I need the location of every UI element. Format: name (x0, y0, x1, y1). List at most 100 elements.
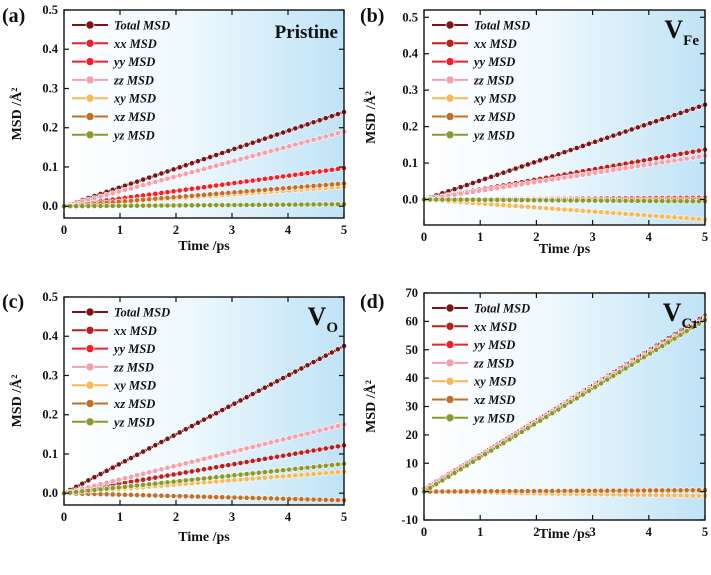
data-point (158, 473, 165, 480)
data-point (573, 172, 580, 179)
data-point (683, 155, 690, 162)
data-point (195, 457, 201, 464)
data-point (201, 156, 207, 163)
data-point (628, 126, 635, 133)
data-point (292, 368, 299, 375)
data-point (268, 439, 274, 446)
data-point (439, 477, 446, 484)
data-point (134, 477, 140, 484)
legend-marker (445, 395, 455, 404)
y-tick-label: 0.4 (402, 47, 418, 61)
data-point (286, 172, 293, 179)
data-point (79, 480, 86, 487)
data-point (482, 451, 488, 458)
data-point (97, 491, 104, 498)
data-point (695, 492, 702, 499)
data-point (225, 148, 232, 154)
legend: Total MSD xx MSD yy MSD zz MSD xy MSD xz MSD y… (432, 302, 530, 425)
data-point (261, 469, 268, 476)
data-point (524, 180, 531, 187)
data-point (335, 423, 341, 429)
legend-label: yz MSD (112, 128, 155, 142)
data-point (543, 488, 550, 494)
data-point (671, 198, 678, 205)
data-point (115, 188, 122, 195)
x-tick-label: 1 (117, 510, 123, 524)
data-point (243, 445, 250, 452)
data-point (280, 201, 287, 208)
data-point (298, 123, 305, 130)
data-point (543, 155, 550, 162)
data-point (225, 403, 232, 410)
legend-marker (445, 130, 455, 140)
data-point (280, 144, 287, 151)
data-point (164, 202, 171, 209)
x-tick-label: 2 (533, 525, 539, 539)
data-point (579, 487, 586, 494)
data-point (182, 493, 189, 500)
data-point (641, 487, 647, 494)
data-point (103, 491, 110, 498)
data-point (237, 447, 244, 453)
data-point (286, 472, 293, 479)
data-point (659, 343, 666, 349)
data-point (537, 157, 543, 164)
panel-letter: (d) (360, 291, 384, 313)
data-point (280, 173, 287, 180)
data-point (604, 197, 611, 204)
data-point (622, 165, 629, 172)
data-point (182, 202, 189, 209)
data-point (555, 197, 562, 204)
x-tick-label: 3 (229, 223, 235, 237)
chart-panel-1: 0.0 0.1 0.2 0.3 0.4 0.5 0 1 2 3 4 5 Time /ps MSD /Å² (… (2, 3, 347, 254)
data-point (494, 171, 501, 178)
data-point (616, 166, 623, 172)
data-point (243, 202, 250, 208)
data-point (316, 182, 323, 189)
data-point (476, 178, 482, 184)
data-point (322, 445, 329, 452)
data-point (268, 201, 274, 208)
data-point (195, 192, 201, 199)
data-point (445, 196, 452, 203)
data-point (518, 488, 525, 495)
data-point (628, 487, 635, 494)
data-point (243, 471, 250, 477)
y-tick-label: 0.5 (402, 10, 418, 24)
data-point (439, 488, 446, 495)
data-point (476, 455, 482, 461)
data-point (292, 171, 299, 178)
series-yz-msd (61, 201, 347, 210)
data-point (170, 463, 177, 470)
data-point (634, 487, 641, 494)
data-point (255, 457, 262, 463)
data-point (665, 158, 672, 165)
data-point (469, 458, 476, 465)
data-point (482, 187, 488, 193)
x-axis-label: Time /ps (178, 530, 230, 545)
data-point (634, 197, 641, 204)
data-point (316, 427, 323, 434)
data-point (268, 133, 274, 140)
y-tick-label: 20 (406, 428, 419, 442)
data-point (274, 201, 280, 208)
data-point (665, 198, 672, 204)
data-point (476, 488, 482, 495)
legend-label: Total MSD (114, 19, 170, 33)
data-point (549, 176, 556, 183)
data-point (322, 496, 329, 503)
data-point (292, 466, 299, 472)
data-point (207, 183, 213, 190)
data-point (134, 451, 140, 458)
data-point (152, 202, 159, 209)
data-point (158, 480, 165, 486)
legend-label: Total MSD (114, 306, 170, 320)
data-point (671, 492, 678, 499)
data-point (549, 205, 556, 212)
data-point (219, 181, 226, 188)
data-point (506, 202, 513, 209)
data-point (249, 202, 256, 208)
data-point (653, 487, 660, 494)
data-point (255, 469, 262, 476)
data-point (433, 481, 440, 488)
